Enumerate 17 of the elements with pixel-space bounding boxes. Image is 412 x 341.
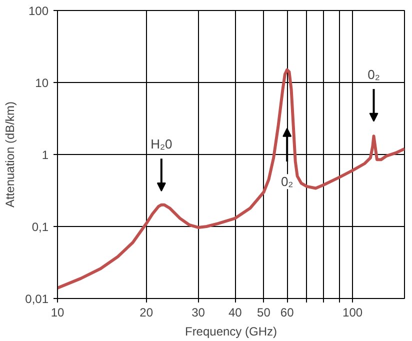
x-axis-title: Frequency (GHz) <box>184 324 278 338</box>
y-tick-label: 0,1 <box>32 220 49 234</box>
annotation: 0₂ <box>280 174 294 190</box>
x-tick-label: 50 <box>257 306 271 320</box>
x-tick-label: 100 <box>342 306 363 320</box>
annotation: H₂0 <box>150 136 172 152</box>
y-tick-label: 1 <box>42 148 49 162</box>
x-tick-label: 10 <box>50 306 64 320</box>
x-tick-label: 30 <box>192 306 206 320</box>
x-tick-label: 60 <box>280 306 294 320</box>
y-tick-label: 0,01 <box>25 292 49 306</box>
y-axis-title: Attenuation (dB/km) <box>3 101 18 208</box>
y-tick-label: 100 <box>28 4 49 18</box>
x-tick-label: 40 <box>228 306 242 320</box>
x-tick-label: 20 <box>140 306 154 320</box>
annotation: 0₂ <box>368 66 380 82</box>
y-tick-label: 10 <box>35 76 49 90</box>
